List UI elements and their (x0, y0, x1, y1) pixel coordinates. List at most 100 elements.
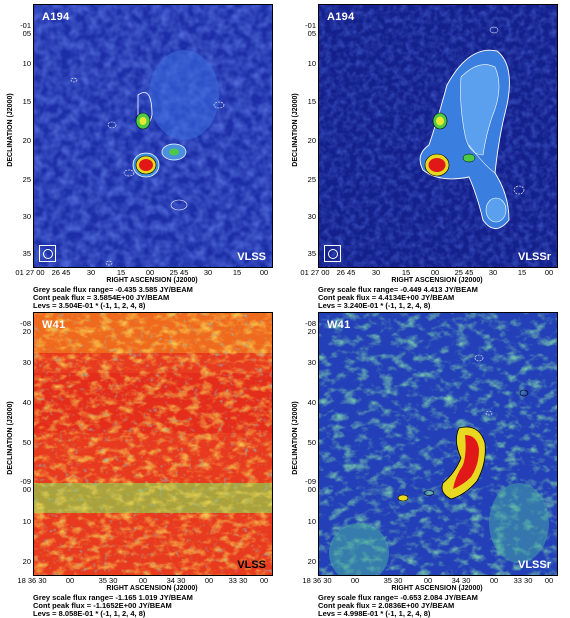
dec-tick: -08 20 (20, 319, 31, 336)
caption-line: Cont peak flux = 2.0836E+00 JY/BEAM (318, 601, 455, 610)
dec-tick: -01 05 (305, 21, 316, 38)
ra-tick: 35 30 (98, 576, 118, 585)
dec-tick: -08 20 (305, 319, 316, 336)
caption-line: Levs = 3.240E-01 * (-1, 1, 2, 4, 8) (318, 301, 431, 310)
dec-tick: 25 (307, 175, 316, 184)
dec-tick: 35 (307, 249, 316, 258)
radio-image: A194 VLSS (33, 4, 273, 268)
caption-line: Grey scale flux range= -0.435 3.585 JY/B… (33, 285, 193, 294)
dec-axis-label: DECLINATION (J2000) (6, 93, 14, 167)
caption-line: Cont peak flux = 4.4134E+00 JY/BEAM (318, 293, 455, 302)
dec-tick: 10 (307, 59, 316, 68)
dec-tick: 15 (22, 97, 31, 106)
caption-line: Levs = 8.058E-01 * (-1, 1, 2, 4, 8) (33, 609, 146, 618)
dec-tick: 10 (22, 59, 31, 68)
dec-tick: 30 (307, 212, 316, 221)
ra-tick: 00 (423, 576, 433, 585)
radio-image: W41 VLSSr (318, 312, 558, 576)
ra-tick: 00 (145, 268, 155, 277)
source-label: W41 (42, 319, 66, 331)
dec-tick: 50 (22, 438, 31, 447)
caption-line: Levs = 4.998E-01 * (-1, 1, 2, 4, 8) (318, 609, 431, 618)
dec-tick: 10 (307, 517, 316, 526)
beam-icon (39, 245, 56, 262)
dec-tick: 40 (307, 398, 316, 407)
dec-tick: 15 (307, 97, 316, 106)
ra-tick: 00 (259, 576, 269, 585)
dec-tick: 30 (22, 358, 31, 367)
dec-tick: 20 (307, 136, 316, 145)
panel-a194-vlssr: DECLINATION (J2000) -01 05 10 15 20 25 3… (285, 0, 570, 310)
dec-tick: -09 00 (305, 477, 316, 494)
radio-image: A194 VLSSr (318, 4, 558, 268)
source-label: A194 (42, 11, 70, 23)
ra-tick: 25 45 (454, 268, 474, 277)
caption-line: Grey scale flux range= -1.165 1.019 JY/B… (33, 593, 193, 602)
source-label: A194 (327, 11, 355, 23)
ra-tick: 26 45 (51, 268, 71, 277)
ra-tick: 00 (204, 576, 214, 585)
source-label: W41 (327, 319, 351, 331)
dec-tick: 30 (22, 212, 31, 221)
dec-tick: 20 (307, 557, 316, 566)
ra-tick: 00 (259, 268, 269, 277)
ra-tick: 34 30 (166, 576, 186, 585)
radio-image: W41 VLSS (33, 312, 273, 576)
dec-tick: 20 (22, 557, 31, 566)
ra-tick: 34 30 (451, 576, 471, 585)
ra-tick: 15 (232, 268, 242, 277)
ra-tick: 25 45 (169, 268, 189, 277)
dec-tick: -01 05 (20, 21, 31, 38)
ra-tick: 26 45 (336, 268, 356, 277)
ra-tick: 15 (401, 268, 411, 277)
ra-tick: 00 (489, 576, 499, 585)
ra-tick: 18 36 30 (17, 576, 47, 585)
ra-tick: 00 (544, 268, 554, 277)
ra-tick: 15 (116, 268, 126, 277)
ra-tick: 00 (544, 576, 554, 585)
ra-tick: 33 30 (228, 576, 248, 585)
caption-line: Cont peak flux = -1.1652E+00 JY/BEAM (33, 601, 172, 610)
dec-tick: 40 (22, 398, 31, 407)
ra-tick: 33 30 (513, 576, 533, 585)
ra-tick: 00 (430, 268, 440, 277)
ra-tick: 30 (86, 268, 96, 277)
caption-line: Cont peak flux = 3.5854E+00 JY/BEAM (33, 293, 170, 302)
ra-axis-label: RIGHT ASCENSION (J2000) (106, 585, 198, 592)
dec-tick: 25 (22, 175, 31, 184)
ra-tick: 01 27 00 (300, 268, 330, 277)
ra-tick: 00 (65, 576, 75, 585)
ra-tick: 18 36 30 (302, 576, 332, 585)
ra-tick: 01 27 00 (15, 268, 45, 277)
dec-tick: 10 (22, 517, 31, 526)
beam-icon (324, 245, 341, 262)
dec-axis-label: DECLINATION (J2000) (291, 93, 299, 167)
ra-axis-label: RIGHT ASCENSION (J2000) (391, 277, 483, 284)
ra-tick: 00 (138, 576, 148, 585)
ra-tick: 00 (350, 576, 360, 585)
dec-tick: 35 (22, 249, 31, 258)
ra-axis-label: RIGHT ASCENSION (J2000) (106, 277, 198, 284)
panel-w41-vlssr: DECLINATION (J2000) -08 20 30 40 50 -09 … (285, 308, 570, 618)
ra-tick: 30 (371, 268, 381, 277)
dec-tick: 30 (307, 358, 316, 367)
panel-w41-vlss: DECLINATION (J2000) -08 20 30 40 50 -09 … (0, 308, 285, 618)
ra-axis-label: RIGHT ASCENSION (J2000) (391, 585, 483, 592)
ra-tick: 30 (203, 268, 213, 277)
caption-line: Grey scale flux range= -0.449 4.413 JY/B… (318, 285, 478, 294)
panel-a194-vlss: DECLINATION (J2000) -01 05 10 15 20 25 3… (0, 0, 285, 310)
ra-tick: 35 30 (383, 576, 403, 585)
survey-label: VLSS (237, 559, 266, 571)
survey-label: VLSSr (517, 251, 551, 263)
dec-tick: 20 (22, 136, 31, 145)
dec-tick: -09 00 (20, 477, 31, 494)
dec-tick: 50 (307, 438, 316, 447)
dec-axis-label: DECLINATION (J2000) (291, 401, 299, 475)
caption-line: Grey scale flux range= -0.653 2.084 JY/B… (318, 593, 478, 602)
dec-axis-label: DECLINATION (J2000) (6, 401, 14, 475)
ra-tick: 15 (517, 268, 527, 277)
ra-tick: 30 (488, 268, 498, 277)
caption-line: Levs = 3.504E-01 * (-1, 1, 2, 4, 8) (33, 301, 146, 310)
survey-label: VLSSr (517, 559, 551, 571)
survey-label: VLSS (237, 251, 266, 263)
